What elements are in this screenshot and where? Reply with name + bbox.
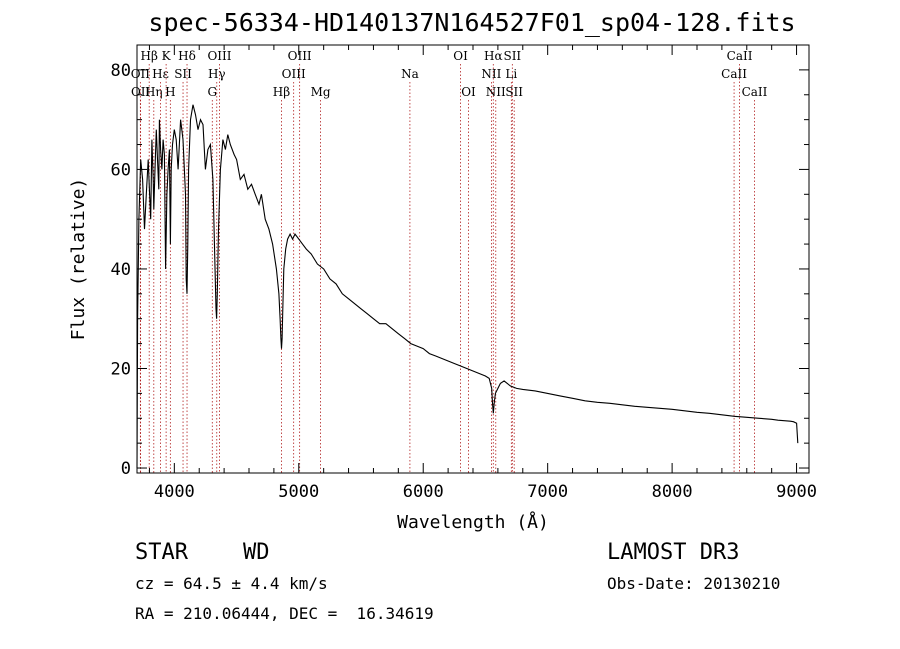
obs-date-text: Obs-Date: 20130210: [607, 574, 781, 593]
plot-frame: [136, 44, 810, 474]
redshift-text: cz = 64.5 ± 4.4 km/s: [135, 574, 328, 593]
x-axis-label: Wavelength (Å): [397, 511, 549, 533]
line-marker-label: OII: [131, 67, 151, 81]
y-tick-label: 80: [111, 61, 131, 81]
line-marker-label: SII: [503, 49, 521, 63]
line-marker-label: Hδ: [178, 49, 196, 63]
line-marker-label: Hε: [152, 67, 169, 81]
line-marker-label: K: [162, 49, 172, 63]
line-marker-label: OIII: [288, 49, 312, 63]
line-marker-label: NII: [486, 85, 506, 99]
line-marker-label: OI: [453, 49, 468, 63]
survey-name: LAMOST DR3: [607, 540, 740, 565]
y-tick-label: 0: [121, 459, 131, 479]
line-marker-label: G: [207, 85, 217, 99]
line-marker-label: CaII: [721, 67, 747, 81]
line-marker-label: SII: [174, 67, 192, 81]
y-axis: 0 20 40 60 80: [111, 44, 809, 479]
line-marker-label: OI: [461, 85, 476, 99]
object-subclass: WD: [243, 540, 270, 565]
line-marker-label: SII: [505, 85, 523, 99]
line-marker-label: Hη: [145, 85, 163, 99]
line-marker-label: CaII: [727, 49, 753, 63]
line-marker-label: OIII: [282, 67, 306, 81]
y-tick-label: 40: [111, 260, 131, 280]
object-class: STAR: [135, 540, 188, 565]
coords-text: RA = 210.06444, DEC = 16.34619: [135, 604, 434, 623]
x-tick-label: 8000: [652, 482, 693, 502]
line-marker-label: Na: [401, 67, 419, 81]
line-marker-label: Hγ: [208, 67, 226, 81]
line-marker-label: Hα: [484, 49, 503, 63]
y-tick-label: 20: [111, 359, 131, 379]
x-tick-label: 5000: [278, 482, 319, 502]
x-tick-label: 4000: [154, 482, 195, 502]
spectrum-line: [136, 104, 799, 469]
x-tick-label: 7000: [527, 482, 568, 502]
line-marker-label: H: [165, 85, 175, 99]
line-marker-label: OIII: [207, 49, 231, 63]
line-marker-label: CaII: [742, 85, 768, 99]
line-marker-label: Li: [505, 67, 517, 81]
x-tick-label: 9000: [776, 482, 817, 502]
y-axis-label: Flux (relative): [68, 178, 89, 341]
line-marker-label: NII: [481, 67, 501, 81]
x-tick-label: 6000: [403, 482, 444, 502]
x-axis: 4000 5000 6000 7000 8000 9000: [148, 45, 817, 502]
y-tick-label: 60: [111, 160, 131, 180]
line-marker-label: Mg: [311, 85, 331, 99]
line-marker-label: Hβ: [273, 85, 290, 99]
chart-title: spec-56334-HD140137N164527F01_sp04-128.f…: [148, 8, 795, 37]
line-marker-label: OII: [131, 85, 151, 99]
line-marker-label: Hβ: [140, 49, 157, 63]
